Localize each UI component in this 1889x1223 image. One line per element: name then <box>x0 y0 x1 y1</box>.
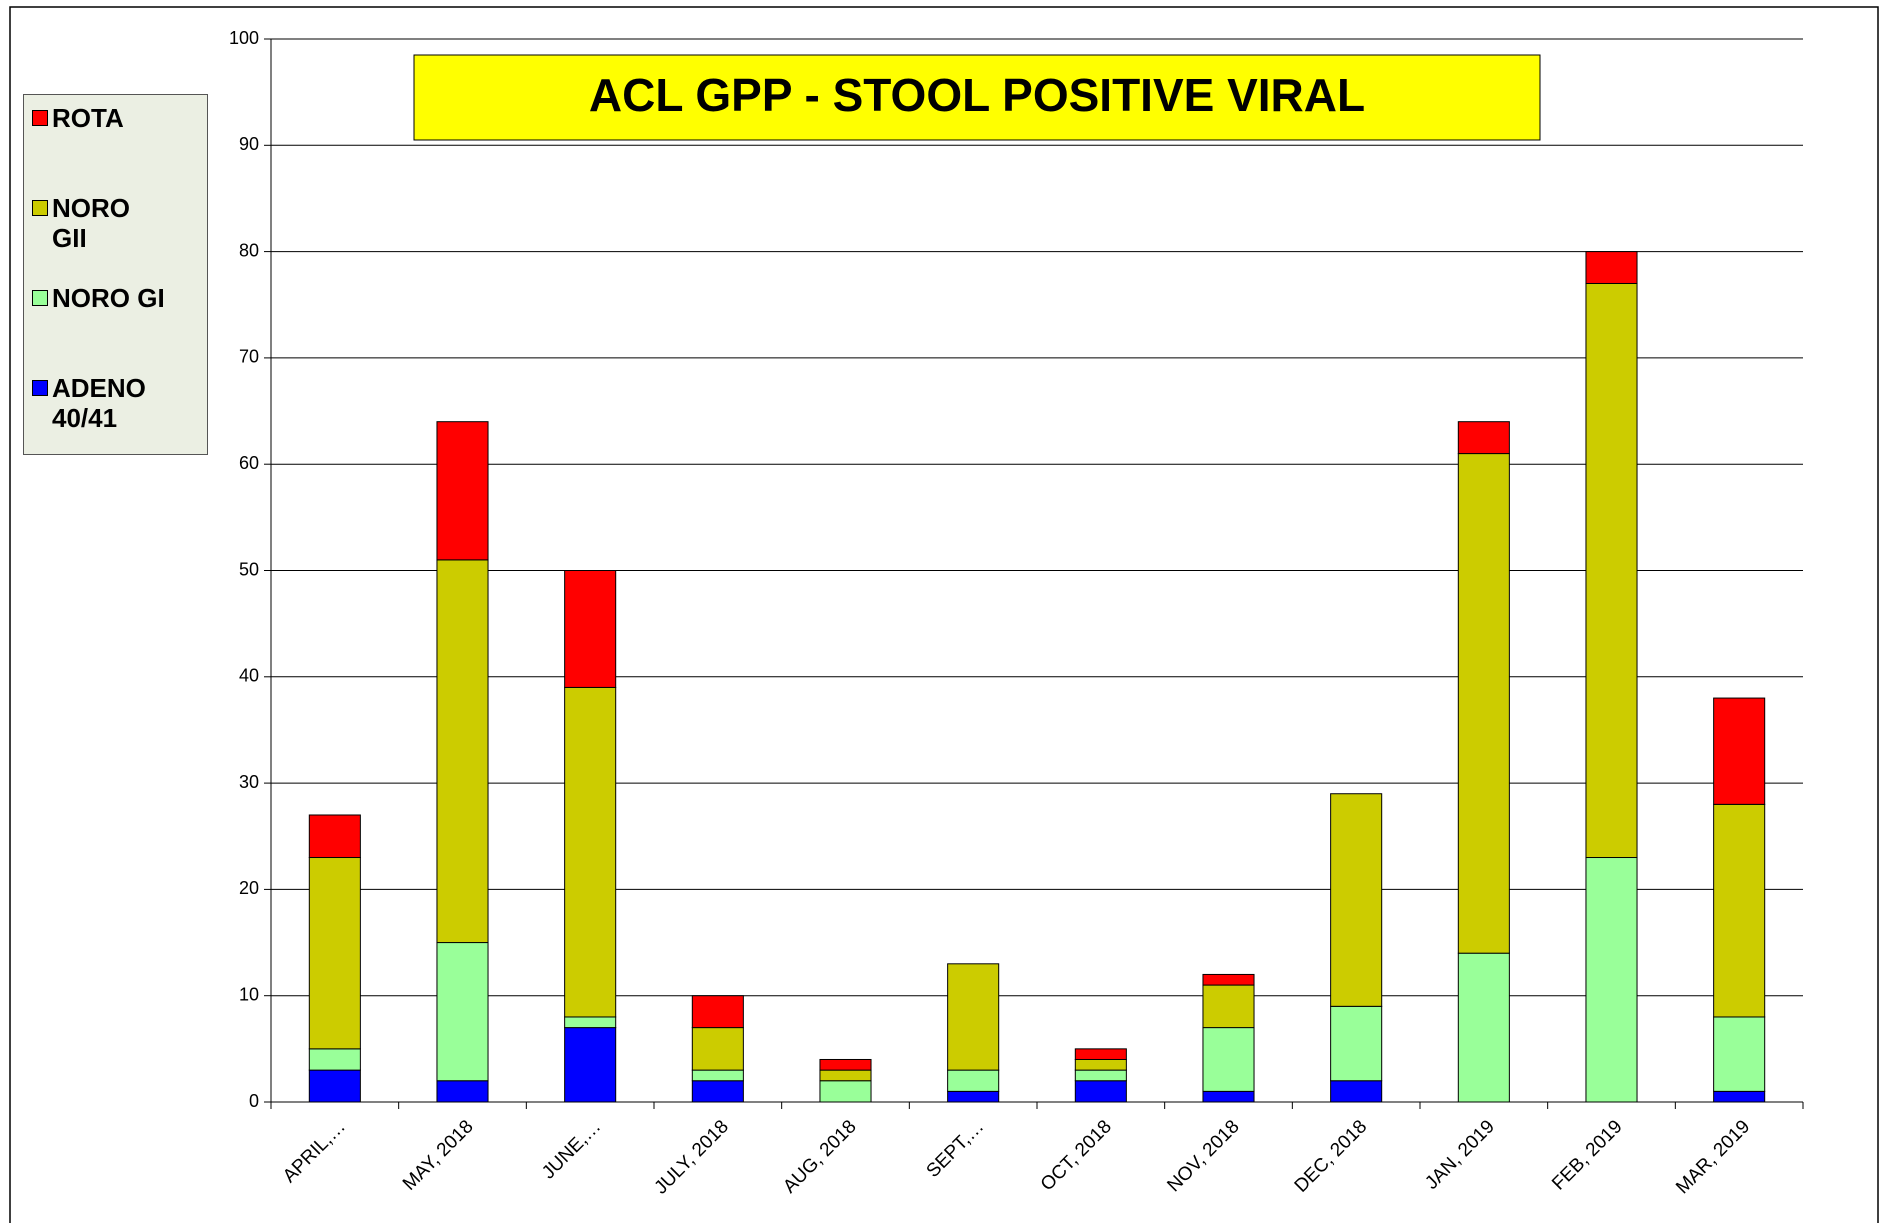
bar-segment <box>1074 1058 1127 1071</box>
y-tick-label: 40 <box>239 666 259 686</box>
x-tick-label: JAN, 2019 <box>1421 1116 1499 1194</box>
bar-segment <box>308 1048 361 1071</box>
legend-item: ADENO 40/41 <box>32 373 152 433</box>
legend: ROTA NORO GII NORO GI ADENO 40/41 <box>23 94 208 455</box>
bar-segment <box>1330 793 1383 1007</box>
bar-segment <box>1713 1090 1766 1103</box>
bar-segment <box>1713 803 1766 1018</box>
bar-segment <box>691 995 744 1029</box>
x-tick-label: FEB, 2019 <box>1548 1116 1626 1194</box>
bar-segment <box>1457 421 1510 455</box>
x-tick-label: AUG, 2018 <box>779 1116 860 1197</box>
bar-segment <box>308 814 361 859</box>
bar-segment <box>819 1058 872 1071</box>
bar-segment <box>436 559 489 944</box>
bar-segment <box>1585 251 1638 284</box>
bar-segment <box>1457 453 1510 954</box>
bar-segment <box>1585 282 1638 859</box>
chart-frame <box>9 6 1879 1223</box>
bar-segment <box>564 1016 617 1029</box>
bar-segment <box>564 1027 617 1103</box>
legend-swatch <box>32 290 48 306</box>
legend-swatch <box>32 110 48 126</box>
legend-label: NORO GI <box>52 283 165 313</box>
y-tick-label: 70 <box>239 347 259 367</box>
y-tick-label: 60 <box>239 453 259 473</box>
chart-title: ACL GPP - STOOL POSITIVE VIRAL <box>589 69 1365 121</box>
x-tick-label: MAY, 2018 <box>399 1116 478 1195</box>
bar-segment <box>691 1080 744 1103</box>
y-tick-label: 0 <box>249 1091 259 1111</box>
bar-segment <box>1202 1027 1255 1092</box>
bar-segment <box>691 1027 744 1071</box>
bar-segment <box>1330 1005 1383 1082</box>
bar-segment <box>1713 697 1766 805</box>
bar-segment <box>819 1069 872 1082</box>
legend-label: ADENO 40/41 <box>52 373 146 433</box>
x-tick-label: JULY, 2018 <box>651 1116 733 1198</box>
legend-swatch <box>32 380 48 396</box>
bar-segment <box>564 686 617 1018</box>
legend-swatch <box>32 200 48 216</box>
y-tick-label: 30 <box>239 772 259 792</box>
bar-segment <box>947 1090 1000 1103</box>
bar-segment <box>1202 1090 1255 1103</box>
bar-segment <box>1074 1069 1127 1082</box>
x-tick-label: OCT, 2018 <box>1037 1116 1116 1195</box>
title-box <box>413 54 1541 141</box>
x-tick-label: JUNE,… <box>538 1116 605 1183</box>
bar-segment <box>691 1069 744 1082</box>
y-tick-label: 20 <box>239 878 259 898</box>
bar-segment <box>947 963 1000 1071</box>
y-tick-label: 50 <box>239 559 259 579</box>
y-tick-label: 90 <box>239 134 259 154</box>
y-tick-label: 80 <box>239 240 259 260</box>
legend-item: ROTA <box>32 103 192 133</box>
bar-segment <box>436 942 489 1082</box>
legend-label: ROTA <box>52 103 124 133</box>
bar-segment <box>1330 1080 1383 1103</box>
bar-segment <box>819 1080 872 1103</box>
legend-label: NORO GII <box>52 193 130 253</box>
legend-item: NORO GI <box>32 283 192 313</box>
y-tick-label: 10 <box>239 984 259 1004</box>
bar-segment <box>1202 973 1255 986</box>
bar-segment <box>564 570 617 688</box>
bar-segment <box>1074 1080 1127 1103</box>
x-tick-label: APRIL,… <box>279 1116 350 1187</box>
bar-segment <box>1074 1048 1127 1060</box>
bar-segment <box>436 1080 489 1103</box>
bar-segment <box>436 421 489 561</box>
x-tick-label: NOV, 2018 <box>1163 1116 1243 1196</box>
x-tick-label: MAR, 2019 <box>1672 1116 1754 1198</box>
legend-item: NORO GII <box>32 193 152 253</box>
bar-segment <box>1457 952 1510 1103</box>
bar-segment <box>1585 857 1638 1103</box>
bar-segment <box>947 1069 1000 1092</box>
bar-segment <box>1202 984 1255 1029</box>
x-tick-label: SEPT,… <box>923 1116 989 1182</box>
x-tick-label: DEC, 2018 <box>1291 1116 1372 1197</box>
bar-segment <box>308 857 361 1050</box>
bar-segment <box>1713 1016 1766 1092</box>
bar-segment <box>308 1069 361 1103</box>
y-tick-label: 100 <box>229 28 259 48</box>
